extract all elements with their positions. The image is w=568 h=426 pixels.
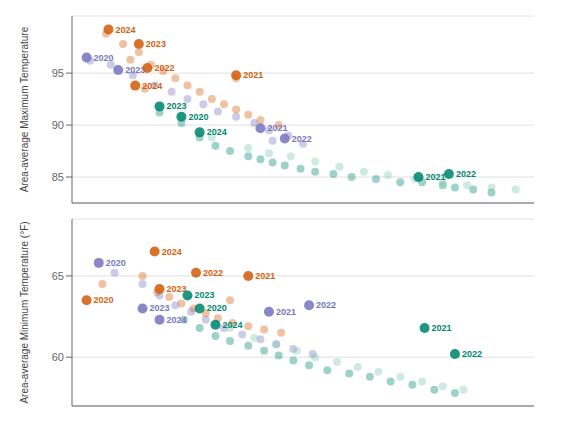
svg-text:2024: 2024 <box>167 315 187 325</box>
svg-text:2021: 2021 <box>243 70 263 80</box>
svg-text:90: 90 <box>52 119 64 131</box>
svg-text:2021: 2021 <box>255 271 275 281</box>
svg-text:2023: 2023 <box>146 39 166 49</box>
svg-text:2020: 2020 <box>94 295 114 305</box>
svg-text:85: 85 <box>52 171 64 183</box>
svg-text:2021: 2021 <box>267 123 287 133</box>
svg-text:95: 95 <box>52 67 64 79</box>
svg-text:2023: 2023 <box>167 101 187 111</box>
svg-text:2022: 2022 <box>292 134 312 144</box>
svg-text:2023: 2023 <box>195 290 215 300</box>
svg-text:2022: 2022 <box>203 268 223 278</box>
svg-text:2022: 2022 <box>316 300 336 310</box>
svg-text:Area-average Minimum Temperatu: Area-average Minimum Temperature (°F) <box>19 221 30 403</box>
svg-text:2020: 2020 <box>207 303 227 313</box>
svg-text:2022: 2022 <box>456 169 476 179</box>
svg-text:2020: 2020 <box>94 53 114 63</box>
svg-text:2020: 2020 <box>106 258 126 268</box>
svg-text:2024: 2024 <box>162 247 182 257</box>
svg-text:2022: 2022 <box>154 63 174 73</box>
svg-text:2024: 2024 <box>142 81 162 91</box>
svg-text:2021: 2021 <box>276 307 296 317</box>
svg-text:65: 65 <box>52 270 64 282</box>
svg-text:60: 60 <box>52 351 64 363</box>
svg-text:2022: 2022 <box>462 349 482 359</box>
svg-text:2024: 2024 <box>115 25 135 35</box>
svg-text:2020: 2020 <box>188 112 208 122</box>
svg-text:2021: 2021 <box>432 323 452 333</box>
svg-text:2024: 2024 <box>207 127 227 137</box>
svg-text:2021: 2021 <box>426 172 446 182</box>
svg-text:2023: 2023 <box>150 303 170 313</box>
svg-text:Area-average Maximum Temperatu: Area-average Maximum Temperature <box>19 26 30 192</box>
svg-text:2023: 2023 <box>125 65 145 75</box>
svg-text:2023: 2023 <box>166 283 187 294</box>
svg-text:2024: 2024 <box>222 320 242 330</box>
